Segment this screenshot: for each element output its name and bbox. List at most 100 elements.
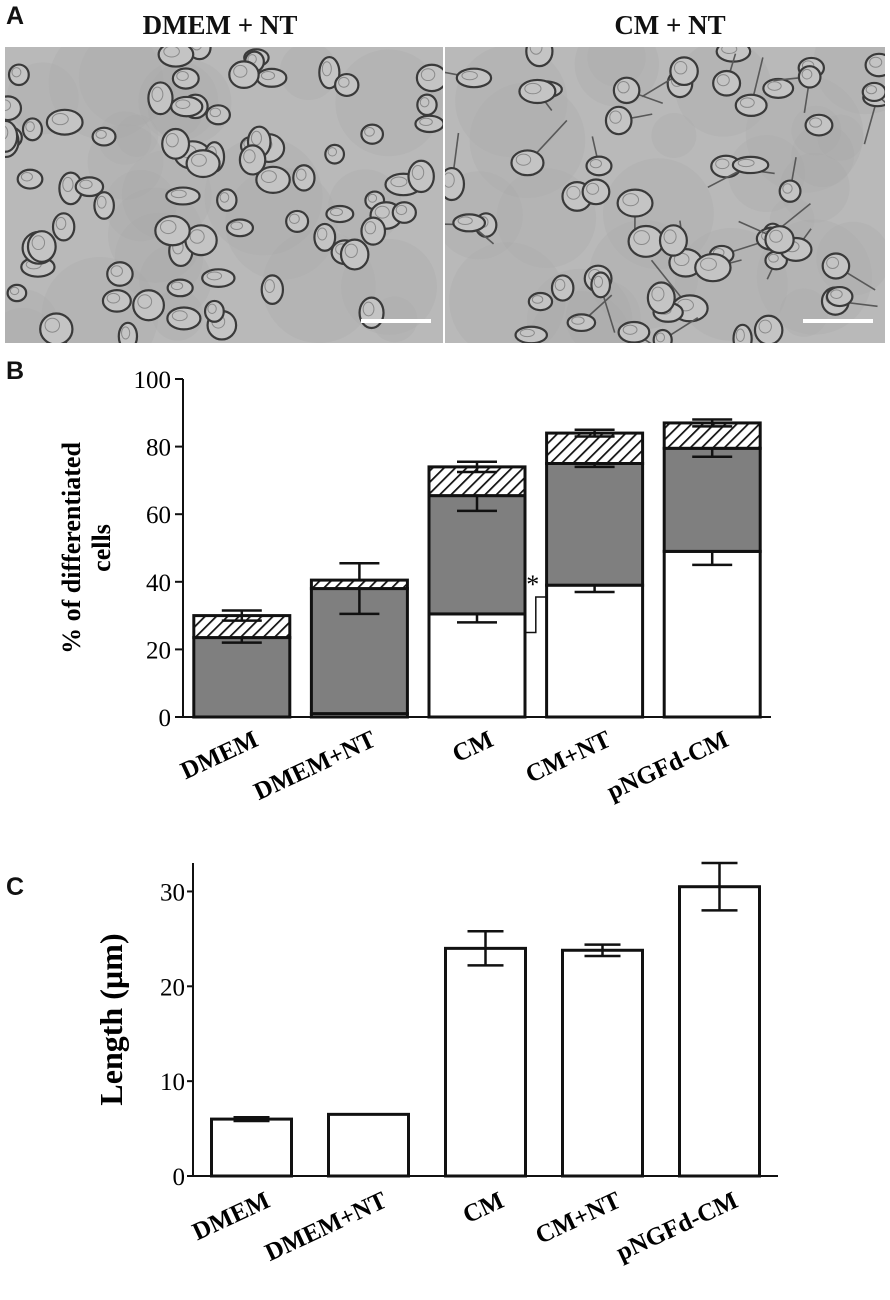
cell [616,188,654,218]
cell [132,289,166,322]
cell [360,216,387,246]
background-blotch [745,75,864,193]
micrograph-dmem-nt-image [5,47,443,343]
cell [778,179,802,203]
cell-nucleus [524,82,542,95]
cell-nucleus [571,316,585,325]
cell-nucleus [260,170,277,183]
cell [154,214,191,247]
cell-nucleus [25,121,35,133]
y-tick-label: 0 [173,1164,186,1191]
cell-nucleus [457,216,473,226]
background-blotch [469,82,586,198]
cell-nucleus [419,117,433,127]
cell-nucleus [79,179,93,190]
cell [185,149,221,179]
cell [5,95,23,122]
background-blotch [791,124,855,188]
cell-nucleus [651,286,665,302]
background-blotch [225,167,338,280]
cell-nucleus [390,176,408,188]
cell-nucleus [170,189,187,199]
cell-nucleus [191,47,202,51]
cell-nucleus [5,99,12,112]
cell [170,95,204,118]
cell-nucleus [830,289,843,299]
cell [165,186,201,206]
cell [518,78,557,105]
cell [238,144,267,176]
bar-segment-hatched [309,578,409,591]
bar-segment-white [427,612,527,719]
cell [407,159,435,194]
cell [550,274,575,302]
cell [16,168,44,190]
cell [318,55,341,90]
cell-nucleus [159,219,177,235]
cell-nucleus [44,317,61,333]
cell [360,123,385,145]
y-tick-label: 100 [134,367,172,394]
cell [525,47,554,68]
cell-nucleus [869,56,883,68]
cell-nucleus [11,67,22,78]
cell-nucleus [529,47,543,55]
bar-segment-white [662,549,762,719]
x-tick-label: CM [459,1187,508,1229]
bar-segment-grey [545,462,645,587]
background-blotch [587,47,646,87]
cell [6,283,28,303]
cell [646,281,676,315]
cell [285,209,310,233]
cell-nucleus [137,294,153,309]
cell-nucleus [288,213,300,224]
cell [797,65,822,89]
cell [415,63,443,93]
cell-nucleus [96,195,107,209]
bar [210,1117,293,1178]
cell-nucleus [9,286,20,296]
cell-nucleus [219,192,230,203]
cell-nucleus [338,76,350,88]
panel-c-label: C [6,873,25,901]
cell-nucleus [209,107,222,118]
cell-nucleus [362,301,375,317]
x-tick-label: DMEM+NT [261,1187,391,1267]
cell-nucleus [768,253,779,263]
bar [561,948,644,1178]
cell-nucleus [189,229,205,244]
cell-nucleus [5,125,9,140]
cell-nucleus [95,129,107,139]
cell-nucleus [191,153,207,167]
cell [416,93,438,117]
cell [91,126,117,147]
cell-nucleus [367,193,378,203]
x-tick-label: CM [448,726,497,768]
significance-star: * [526,570,539,599]
cell [166,306,202,331]
cell [514,325,549,343]
cell [527,291,554,312]
x-tick-label: pNGFd-CM [603,726,733,806]
cell [333,72,360,98]
y-tick-label: 40 [146,570,171,597]
cell [804,113,834,137]
cell [604,105,633,136]
cell-nucleus [589,158,602,169]
cell-nucleus [663,229,677,244]
cell [45,108,84,136]
cell [325,204,355,224]
panel-b-label: B [6,357,25,385]
cell-nucleus [655,332,666,343]
cell [106,261,134,287]
cell-nucleus [51,113,69,126]
cell-nucleus [163,47,180,58]
cell-nucleus [769,229,783,243]
cell-nucleus [62,176,74,193]
cell-nucleus [700,257,717,271]
cell-nucleus [364,221,377,235]
cell [101,289,132,313]
bar-segment-grey [662,446,762,553]
differentiation-stacked-bar-chart: 0 20 40 60 80 100 % of differentiatedcells DMEM… [57,367,771,806]
